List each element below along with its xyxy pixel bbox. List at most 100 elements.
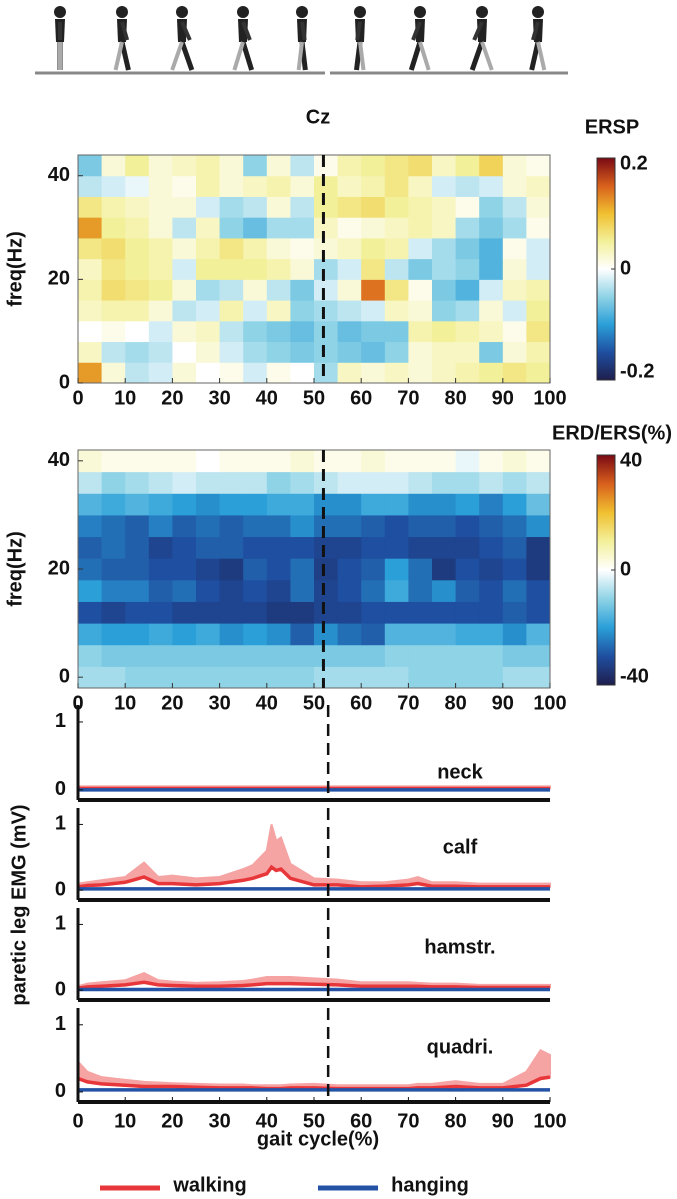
leg bbox=[536, 41, 547, 71]
heat-cell bbox=[361, 258, 386, 280]
heat-cell bbox=[502, 450, 527, 473]
heat-cell bbox=[101, 579, 126, 602]
heat-cell bbox=[432, 666, 457, 689]
heat-cell bbox=[502, 237, 527, 260]
heat-cell bbox=[290, 601, 315, 624]
arm bbox=[300, 21, 307, 41]
heat-cell bbox=[479, 493, 504, 516]
heat-cell bbox=[219, 175, 244, 197]
heat-cell bbox=[219, 514, 244, 538]
heat-cell bbox=[219, 279, 244, 301]
heat-cell bbox=[479, 666, 504, 689]
heat-cell bbox=[290, 196, 315, 218]
heat-cell bbox=[455, 217, 480, 239]
heat-cell bbox=[219, 558, 244, 581]
x-tick-label: 50 bbox=[303, 692, 325, 714]
heat-cell bbox=[526, 601, 551, 624]
heat-cell bbox=[455, 493, 480, 516]
legend-label: hanging bbox=[391, 1174, 469, 1196]
heat-cell bbox=[125, 514, 150, 538]
x-tick-label: 90 bbox=[492, 1110, 514, 1132]
heat-cell bbox=[196, 279, 221, 301]
heat-cell bbox=[502, 155, 527, 177]
heat-cell bbox=[196, 196, 221, 218]
heat-cell bbox=[384, 536, 409, 559]
x-tick-label: 30 bbox=[208, 1110, 230, 1132]
heat-cell bbox=[526, 155, 551, 177]
head bbox=[176, 6, 188, 18]
x-tick-label: 70 bbox=[397, 692, 419, 714]
heat-cell bbox=[479, 450, 504, 473]
heat-cell bbox=[408, 579, 433, 602]
heat-cell bbox=[125, 320, 150, 343]
heat-cell bbox=[196, 579, 221, 602]
heat-cell bbox=[432, 450, 457, 473]
heat-cell bbox=[361, 279, 386, 301]
heat-cell bbox=[408, 493, 433, 516]
heat-cell bbox=[502, 279, 527, 301]
heat-cell bbox=[479, 514, 504, 538]
heat-cell bbox=[455, 258, 480, 280]
heat-cell bbox=[125, 536, 150, 559]
heat-cell bbox=[361, 217, 386, 239]
heat-cell bbox=[290, 300, 315, 322]
heat-cell bbox=[243, 362, 268, 384]
heat-cell bbox=[479, 362, 504, 384]
heat-cell bbox=[172, 450, 197, 473]
heat-cell bbox=[125, 666, 150, 689]
y-tick-label: 1 bbox=[55, 1013, 66, 1035]
x-tick-label: 70 bbox=[397, 1110, 419, 1132]
y-tick-label: 0 bbox=[55, 778, 66, 800]
heat-cell bbox=[125, 341, 150, 363]
heat-cell bbox=[266, 362, 291, 384]
heat-cell bbox=[196, 514, 221, 538]
x-tick-label: 20 bbox=[161, 1110, 183, 1132]
heat-cell bbox=[243, 217, 268, 239]
heat-cell bbox=[243, 196, 268, 218]
heat-cell bbox=[337, 666, 362, 689]
heat-cell bbox=[148, 362, 173, 384]
heat-cell bbox=[479, 341, 504, 363]
heat-cell bbox=[172, 217, 197, 239]
x-tick-label: 100 bbox=[533, 387, 566, 409]
panel-label: neck bbox=[437, 761, 483, 783]
heat-cell bbox=[266, 471, 291, 494]
heat-cell bbox=[408, 217, 433, 239]
heat-cell bbox=[172, 514, 197, 538]
heat-cell bbox=[479, 644, 504, 667]
heat-cell bbox=[408, 279, 433, 301]
heat-cell bbox=[384, 279, 409, 301]
colorbar-tick-label: 40 bbox=[620, 449, 642, 471]
leg bbox=[469, 41, 485, 71]
panel-label: calf bbox=[443, 836, 478, 858]
heat-cell bbox=[361, 237, 386, 260]
heat-cell bbox=[479, 217, 504, 239]
heat-cell bbox=[337, 450, 362, 473]
heat-cell bbox=[172, 320, 197, 343]
heat-cell bbox=[243, 175, 268, 197]
heat-cell bbox=[78, 341, 103, 363]
heat-cell bbox=[384, 237, 409, 260]
heat-cell bbox=[266, 341, 291, 363]
heat-cell bbox=[219, 237, 244, 260]
heat-cell bbox=[502, 471, 527, 494]
heat-cell bbox=[125, 471, 150, 494]
x-tick-label: 60 bbox=[350, 1110, 372, 1132]
heat-cell bbox=[266, 493, 291, 516]
heat-cell bbox=[243, 579, 268, 602]
heat-cell bbox=[290, 579, 315, 602]
heat-cell bbox=[266, 175, 291, 197]
heat-cell bbox=[290, 514, 315, 538]
x-tick-label: 0 bbox=[72, 387, 83, 409]
heat-cell bbox=[219, 493, 244, 516]
heat-cell bbox=[526, 175, 551, 197]
arm bbox=[355, 21, 362, 41]
x-tick-label: 40 bbox=[256, 692, 278, 714]
heat-cell bbox=[101, 666, 126, 689]
y-tick-label: 0 bbox=[55, 1080, 66, 1102]
heat-cell bbox=[243, 300, 268, 322]
heat-cell bbox=[432, 601, 457, 624]
heat-cell bbox=[172, 471, 197, 494]
y-tick-label: 0 bbox=[55, 978, 66, 1000]
